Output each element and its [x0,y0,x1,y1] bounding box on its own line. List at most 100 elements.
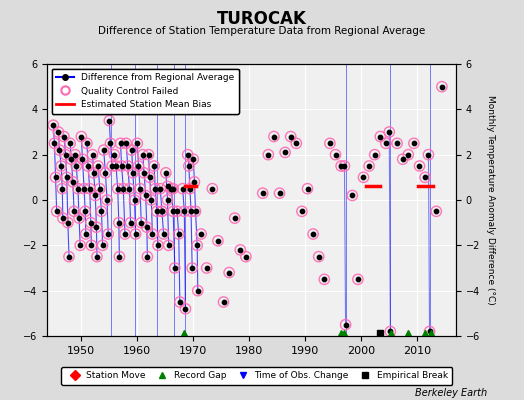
Point [342,322,350,328]
Point [421,174,429,180]
Point [122,140,130,146]
Point [421,174,429,180]
Point [108,163,116,169]
Point [110,152,118,158]
Point [185,186,194,192]
Point [97,208,106,214]
Point [49,122,58,128]
Point [425,328,434,335]
Point [438,84,446,90]
Point [169,208,177,214]
Point [203,265,211,271]
Point [128,170,137,176]
Point [298,208,306,214]
Point [163,183,172,190]
Point [75,215,83,221]
Text: Berkeley Earth: Berkeley Earth [415,388,487,398]
Point [326,140,334,146]
Point [190,179,199,185]
Point [275,190,283,196]
Point [62,174,71,180]
Point [114,186,122,192]
Point [121,231,129,237]
Point [187,208,195,214]
Point [169,186,177,192]
Point [78,156,86,162]
Point [74,186,82,192]
Point [183,152,192,158]
Point [179,186,187,192]
Point [105,118,114,124]
Point [156,186,165,192]
Point [167,186,176,192]
Point [147,197,156,203]
Point [51,174,60,180]
Point [92,224,101,230]
Point [99,242,107,248]
Point [193,288,202,294]
Point [158,208,166,214]
Point [127,147,136,153]
Point [159,231,168,237]
Point [143,224,151,230]
Point [154,242,162,248]
Point [130,197,139,203]
Point [94,163,102,169]
Point [82,231,90,237]
Point [242,254,250,260]
Point [292,140,300,146]
Point [83,140,91,146]
Point [314,254,323,260]
Point [424,152,433,158]
Point [124,163,132,169]
Point [91,192,100,199]
Point [174,231,183,237]
Point [83,140,91,146]
Point [179,186,187,192]
Point [393,140,401,146]
Point [69,179,77,185]
Point [158,208,166,214]
Point [116,140,125,146]
Point [93,254,101,260]
Point [60,133,68,140]
Point [134,163,143,169]
Legend: Difference from Regional Average, Quality Control Failed, Estimated Station Mean: Difference from Regional Average, Qualit… [52,68,239,114]
Point [147,197,156,203]
Point [416,163,424,169]
Point [169,186,177,192]
Point [99,242,107,248]
Point [236,247,245,253]
Point [137,220,146,226]
Point [100,147,108,153]
Point [359,174,368,180]
Point [203,265,211,271]
Point [416,163,424,169]
Point [139,152,147,158]
Point [348,192,356,199]
Point [104,231,112,237]
Point [220,299,228,305]
Point [117,163,126,169]
Point [208,186,216,192]
Point [264,152,272,158]
Point [146,174,154,180]
Point [181,306,190,312]
Point [354,276,362,282]
Point [71,152,79,158]
Point [104,231,112,237]
Point [174,231,183,237]
Point [119,186,127,192]
Point [359,174,368,180]
Point [180,208,189,214]
Point [410,140,418,146]
Point [64,220,72,226]
Point [143,224,151,230]
Point [57,163,66,169]
Point [152,208,161,214]
Point [173,208,181,214]
Point [398,156,407,162]
Point [176,299,184,305]
Point [85,186,94,192]
Point [126,220,135,226]
